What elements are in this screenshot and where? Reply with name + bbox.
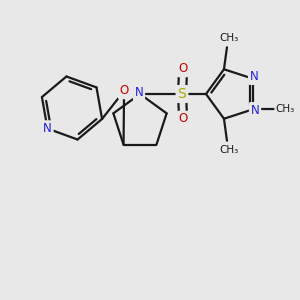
Text: O: O [178, 62, 188, 76]
Text: CH₃: CH₃ [219, 145, 238, 155]
Text: N: N [135, 86, 143, 100]
Text: N: N [43, 122, 52, 135]
Text: N: N [251, 104, 260, 117]
Text: CH₃: CH₃ [219, 33, 238, 43]
Text: N: N [250, 70, 258, 83]
Text: O: O [119, 84, 129, 98]
Text: CH₃: CH₃ [275, 104, 295, 114]
Text: O: O [178, 112, 188, 125]
Text: S: S [178, 87, 186, 101]
